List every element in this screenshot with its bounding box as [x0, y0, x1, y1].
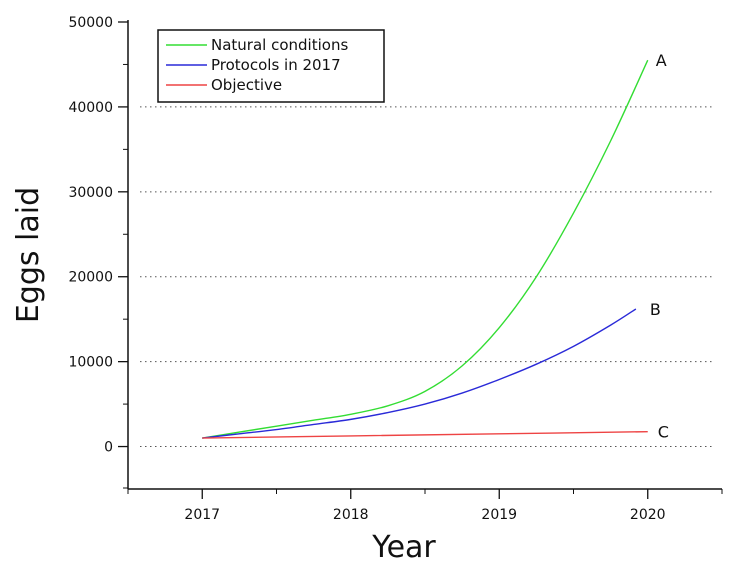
- legend-box: [157, 29, 385, 103]
- x-tick-label: 2017: [184, 507, 220, 523]
- y-tick-label: 10000: [68, 355, 113, 371]
- legend: Natural conditions Protocols in 2017 Objec…: [157, 29, 385, 103]
- y-tick-label: 50000: [68, 15, 113, 31]
- x-tick-label: 2019: [481, 507, 517, 523]
- legend-label-protocols-in-2017: Protocols in 2017: [211, 56, 341, 74]
- series-line-objective: [202, 430, 648, 439]
- end-labels: A B C: [650, 51, 669, 441]
- y-axis-label: Eggs laid: [11, 187, 46, 323]
- legend-label-natural-conditions: Natural conditions: [211, 36, 348, 54]
- end-label-c: C: [658, 423, 669, 442]
- x-tick-label: 2018: [333, 507, 369, 523]
- series-lines: [202, 59, 649, 439]
- end-label-b: B: [650, 300, 661, 319]
- legend-label-objective: Objective: [211, 76, 282, 94]
- grid: [140, 106, 712, 448]
- y-tick-label: 40000: [68, 100, 113, 116]
- y-tick-label: 20000: [68, 270, 113, 286]
- series-line-protocols-in-2017: [202, 308, 637, 439]
- x-tick-label: 2020: [630, 507, 666, 523]
- series-line-natural-conditions: [202, 59, 649, 439]
- y-tick-label: 30000: [68, 185, 113, 201]
- y-tick-label: 0: [104, 440, 113, 456]
- x-axis-label: Year: [371, 530, 436, 564]
- end-label-a: A: [656, 51, 667, 70]
- ticks: 0 10000 20000 30000 40000 50000 2017 2018 2019 20…: [68, 15, 723, 523]
